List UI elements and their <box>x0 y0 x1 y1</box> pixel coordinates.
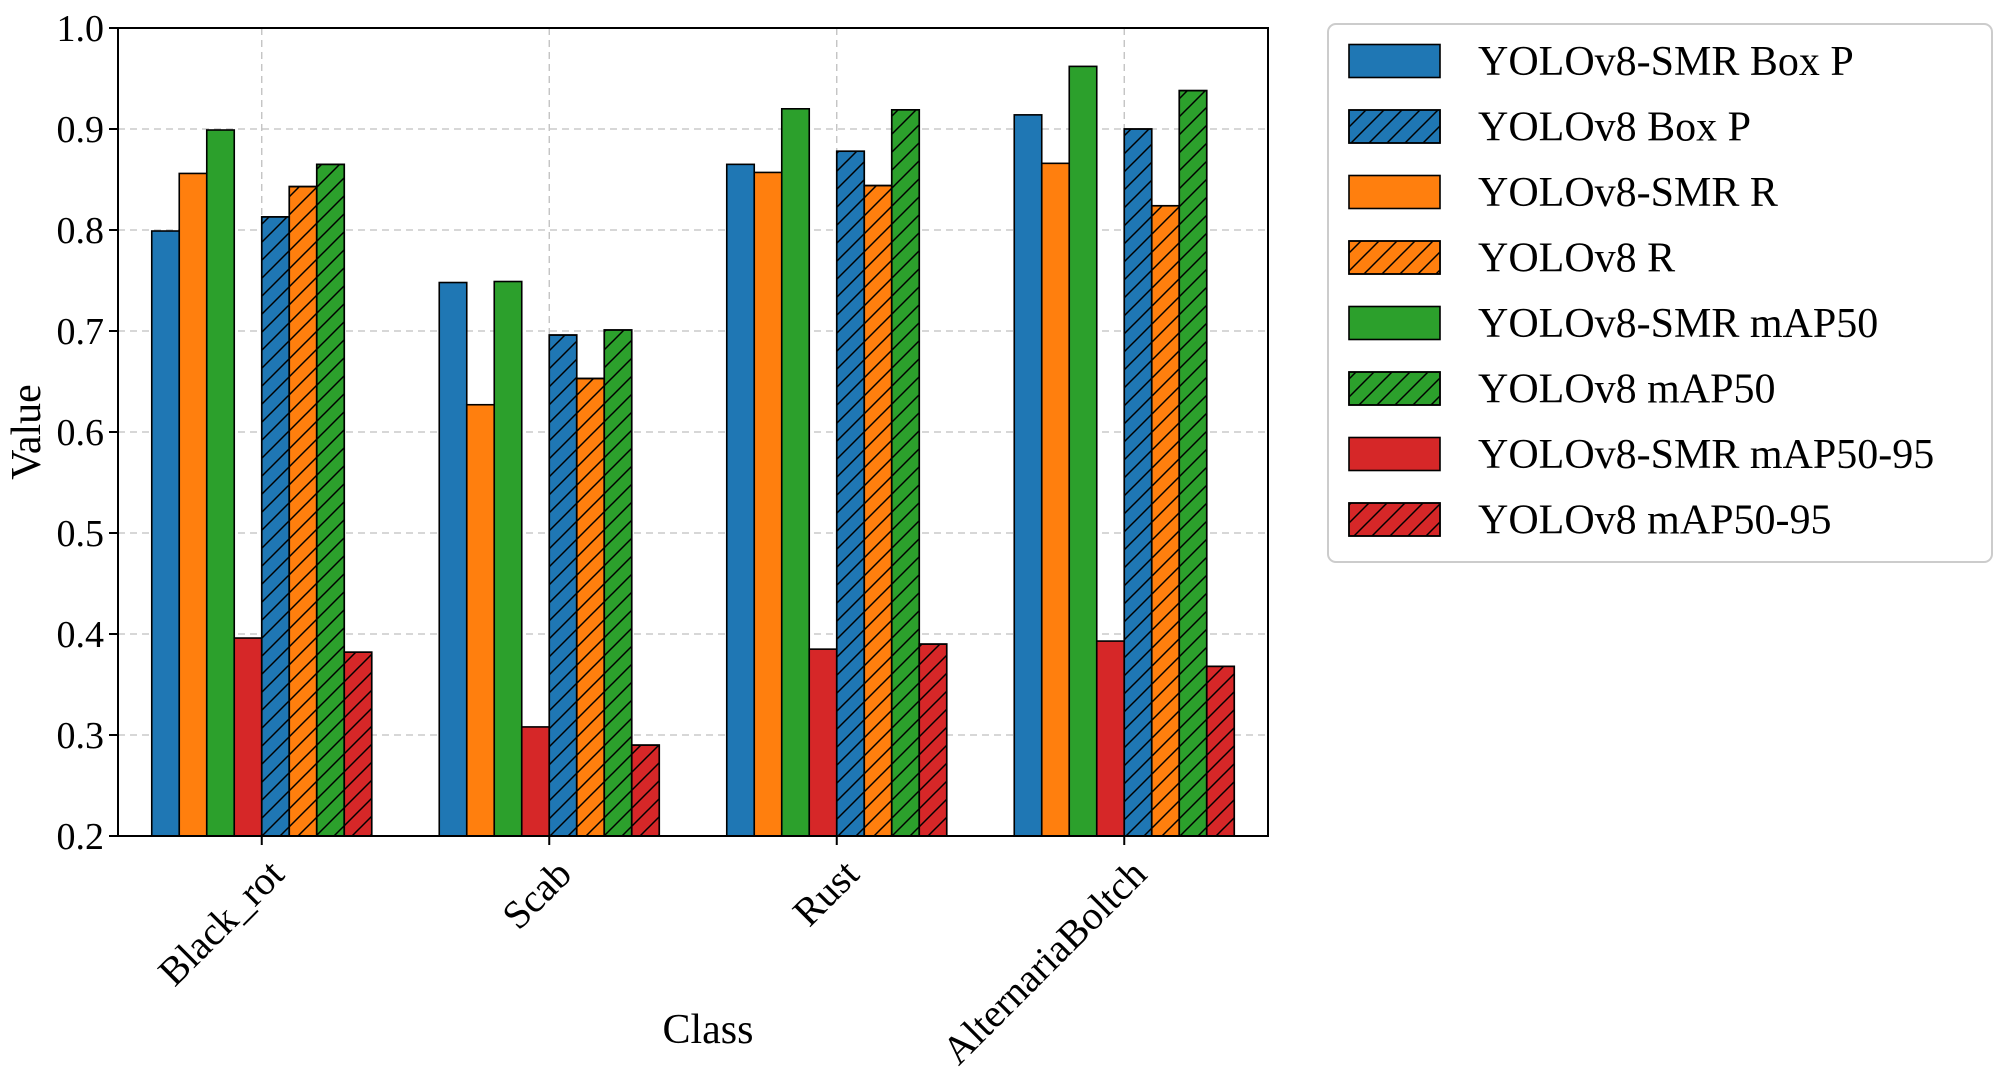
bar-hatch <box>1123 128 1153 837</box>
legend-swatch <box>1348 174 1441 210</box>
legend-swatch <box>1348 436 1441 472</box>
bar <box>1095 640 1126 837</box>
y-axis: 0.2 0.3 0.4 0.5 0.6 0.7 0.8 0.9 1.0 <box>57 8 118 858</box>
bar <box>178 172 208 837</box>
x-tick-label: Scab <box>493 851 580 938</box>
x-tick-label: Rust <box>784 851 868 935</box>
bar <box>725 163 756 837</box>
y-tick-label: 0.3 <box>57 715 105 757</box>
bar <box>780 108 811 837</box>
y-tick-label: 0.8 <box>57 210 105 252</box>
x-axis-title: Class <box>662 1007 753 1053</box>
legend-swatch <box>1348 305 1441 341</box>
bars <box>150 65 1236 837</box>
bar-hatch <box>630 744 661 837</box>
bar-hatch <box>288 185 318 837</box>
y-tick-label: 0.9 <box>57 109 105 151</box>
y-tick-label: 0.7 <box>57 311 105 353</box>
bar-hatch <box>890 109 921 837</box>
y-tick-label: 0.6 <box>57 412 105 454</box>
legend-swatch-hatch <box>1348 371 1441 406</box>
bar <box>1068 65 1098 837</box>
bar-hatch <box>548 334 578 837</box>
legend-entry-label: YOLOv8-SMR mAP50-95 <box>1478 432 1934 478</box>
bar <box>205 129 236 837</box>
bar-hatch <box>1205 665 1236 837</box>
bar-hatch <box>1178 89 1208 837</box>
bar <box>808 648 838 837</box>
bar-hatch <box>918 643 948 837</box>
bar <box>753 171 783 837</box>
y-tick-label: 0.2 <box>57 816 105 858</box>
legend-swatch-hatch <box>1348 502 1441 537</box>
bar-hatch <box>1150 204 1181 837</box>
legend-frame <box>1327 23 1993 563</box>
bar <box>233 637 263 837</box>
bar <box>465 403 496 837</box>
legend-entry-label: YOLOv8-SMR Box P <box>1478 39 1854 85</box>
bar-hatch <box>863 184 893 837</box>
legend-swatch <box>1348 43 1441 79</box>
x-tick-label: Black_rot <box>149 851 292 994</box>
bar <box>438 281 468 837</box>
bar-hatch <box>603 329 633 837</box>
bar-hatch <box>315 163 346 837</box>
y-tick-label: 0.5 <box>57 513 105 555</box>
legend-entry-label: YOLOv8 Box P <box>1478 105 1751 151</box>
y-tick-label: 1.0 <box>57 8 105 50</box>
bar-hatch <box>343 651 373 837</box>
bar-hatch <box>835 150 866 837</box>
y-axis-title: Value <box>4 384 50 480</box>
legend-entry-label: YOLOv8-SMR R <box>1478 170 1778 216</box>
bar-hatch <box>575 377 606 837</box>
legend-entry-label: YOLOv8-SMR mAP50 <box>1478 301 1878 347</box>
bar <box>1040 162 1071 837</box>
legend-entry-label: YOLOv8 mAP50-95 <box>1478 498 1832 544</box>
y-tick-label: 0.4 <box>57 614 105 656</box>
legend-swatch-hatch <box>1348 109 1441 144</box>
legend-swatch-hatch <box>1348 240 1441 275</box>
bar <box>150 230 181 837</box>
legend: YOLOv8-SMR Box P YOLOv8 Box P YOLOv8-SMR R… <box>1327 23 1993 563</box>
bar-hatch <box>260 216 291 837</box>
bar <box>1013 114 1043 837</box>
bar <box>520 726 551 837</box>
legend-entry-label: YOLOv8 mAP50 <box>1478 367 1776 413</box>
x-axis: Black_rot Scab Rust AlternariaBoltch <box>149 836 1155 1069</box>
bar <box>493 280 523 837</box>
legend-entry-label: YOLOv8 R <box>1478 236 1675 282</box>
x-tick-label: AlternariaBoltch <box>933 851 1155 1069</box>
